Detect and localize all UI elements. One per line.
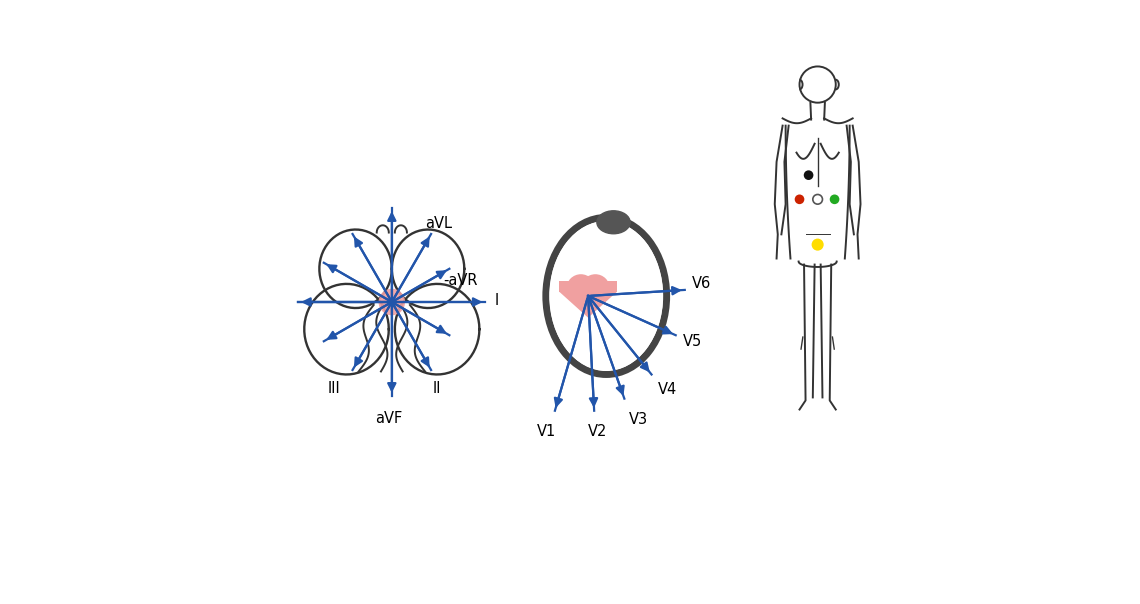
Text: V2: V2 — [588, 425, 608, 439]
Text: III: III — [328, 381, 341, 396]
Ellipse shape — [597, 211, 630, 234]
Polygon shape — [559, 292, 617, 318]
Polygon shape — [559, 281, 617, 292]
Text: V4: V4 — [658, 382, 677, 397]
Text: I: I — [494, 293, 498, 307]
Ellipse shape — [546, 217, 667, 374]
Circle shape — [567, 274, 595, 303]
Circle shape — [795, 194, 805, 204]
Text: aVL: aVL — [425, 216, 451, 231]
Circle shape — [804, 170, 814, 180]
Circle shape — [812, 239, 824, 251]
Ellipse shape — [549, 221, 663, 371]
Text: V1: V1 — [537, 425, 556, 439]
Text: II: II — [433, 381, 441, 396]
Circle shape — [830, 194, 839, 204]
Text: V5: V5 — [683, 334, 702, 349]
Circle shape — [581, 274, 610, 303]
Circle shape — [378, 289, 405, 315]
Text: V3: V3 — [629, 413, 649, 427]
Text: aVF: aVF — [375, 411, 402, 426]
Text: V6: V6 — [692, 277, 711, 291]
Text: -aVR: -aVR — [443, 274, 478, 288]
Circle shape — [813, 194, 822, 204]
